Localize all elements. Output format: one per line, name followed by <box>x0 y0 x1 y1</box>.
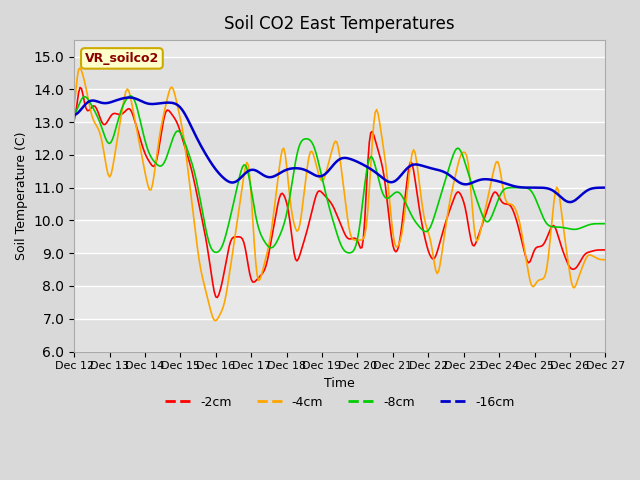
-4cm <box>76 65 84 71</box>
-16cm <box>538 185 546 191</box>
-8cm <box>70 111 78 117</box>
-16cm <box>566 199 574 205</box>
-4cm <box>376 120 383 125</box>
Bar <box>74 253 605 286</box>
-8cm <box>602 221 609 227</box>
-4cm <box>70 102 78 108</box>
Line: -8cm: -8cm <box>74 96 605 253</box>
-16cm <box>171 101 179 107</box>
-4cm <box>394 244 401 250</box>
-4cm <box>540 276 547 281</box>
-16cm <box>374 171 382 177</box>
-16cm <box>392 178 399 183</box>
-16cm <box>404 165 412 171</box>
-2cm <box>76 84 84 90</box>
-4cm <box>405 172 413 178</box>
Line: -16cm: -16cm <box>74 97 605 202</box>
X-axis label: Time: Time <box>324 377 355 390</box>
-8cm <box>376 180 383 186</box>
-2cm <box>214 295 221 300</box>
-4cm <box>86 107 94 113</box>
-8cm <box>85 98 93 104</box>
Legend: -2cm, -4cm, -8cm, -16cm: -2cm, -4cm, -8cm, -16cm <box>160 391 519 414</box>
Bar <box>74 57 605 89</box>
-16cm <box>70 112 78 118</box>
-4cm <box>212 318 220 324</box>
-2cm <box>376 153 383 158</box>
-4cm <box>602 257 609 263</box>
Line: -4cm: -4cm <box>74 68 605 321</box>
-8cm <box>171 132 179 137</box>
-8cm <box>345 250 353 256</box>
Y-axis label: Soil Temperature (C): Soil Temperature (C) <box>15 132 28 260</box>
-2cm <box>602 247 609 253</box>
-2cm <box>405 163 413 169</box>
-16cm <box>85 99 93 105</box>
-16cm <box>602 185 609 191</box>
-8cm <box>540 215 547 221</box>
Bar <box>74 122 605 155</box>
Title: Soil CO2 East Temperatures: Soil CO2 East Temperatures <box>225 15 455 33</box>
-8cm <box>126 93 134 99</box>
-2cm <box>171 115 179 121</box>
Text: VR_soilco2: VR_soilco2 <box>84 52 159 65</box>
-2cm <box>394 248 401 253</box>
-2cm <box>540 241 547 247</box>
Bar <box>74 188 605 220</box>
Bar <box>74 319 605 351</box>
-2cm <box>86 106 94 112</box>
-16cm <box>125 95 132 100</box>
-4cm <box>171 90 179 96</box>
-8cm <box>405 207 413 213</box>
-2cm <box>70 118 78 123</box>
Line: -2cm: -2cm <box>74 87 605 298</box>
-8cm <box>394 189 401 195</box>
